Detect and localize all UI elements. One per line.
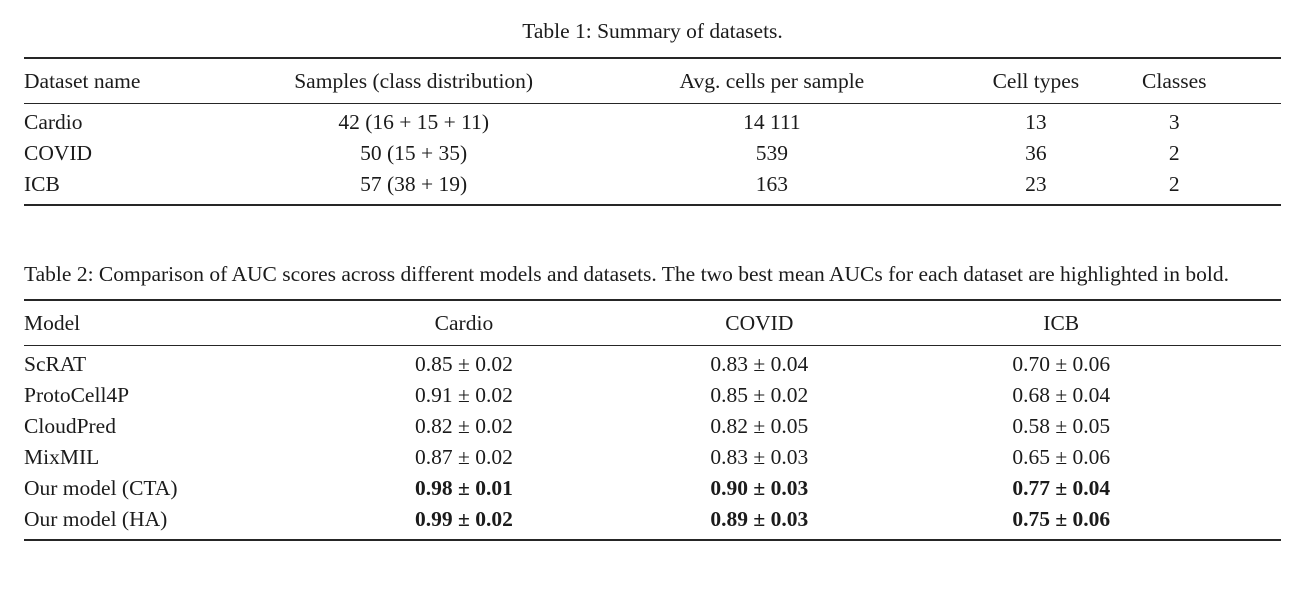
table1-header-avg-cells: Avg. cells per sample xyxy=(679,68,865,93)
table1-header-cell-types: Cell types xyxy=(992,68,1080,93)
cell-cardio-auc: 0.91 ± 0.02 xyxy=(415,383,513,407)
table2-header-cardio: Cardio xyxy=(434,310,494,335)
cell-dataset-name: Cardio xyxy=(24,110,83,134)
cell-icb-auc: 0.77 ± 0.04 xyxy=(1012,476,1111,500)
table-row-our-model-cta: Our model (CTA) 0.98 ± 0.01 0.90 ± 0.03 … xyxy=(24,473,1281,504)
table2-header-row: Model Cardio COVID ICB xyxy=(24,300,1281,346)
cell-avg-cells: 163 xyxy=(755,172,789,196)
paper-page: Table 1: Summary of datasets. Dataset na… xyxy=(0,15,1305,589)
table-row-covid: COVID 50 (15 + 35) 539 36 2 xyxy=(24,138,1281,169)
cell-covid-auc: 0.89 ± 0.03 xyxy=(710,507,809,531)
table1: Dataset name Samples (class distribution… xyxy=(24,57,1281,206)
table2-caption: Table 2: Comparison of AUC scores across… xyxy=(24,262,1229,286)
cell-icb-auc: 0.70 ± 0.06 xyxy=(1012,352,1111,376)
table2-header-icb: ICB xyxy=(1043,310,1080,335)
table1-header-samples: Samples (class distribution) xyxy=(294,68,534,93)
table1-caption: Table 1: Summary of datasets. xyxy=(522,19,783,43)
cell-classes: 2 xyxy=(1168,172,1180,196)
cell-covid-auc: 0.83 ± 0.03 xyxy=(710,445,809,469)
cell-avg-cells: 539 xyxy=(755,141,789,165)
table2-header-covid: COVID xyxy=(725,310,794,335)
cell-dataset-name: COVID xyxy=(24,141,93,165)
table-row-protocell4p: ProtoCell4P 0.91 ± 0.02 0.85 ± 0.02 0.68… xyxy=(24,380,1281,411)
table-row-icb: ICB 57 (38 + 19) 163 23 2 xyxy=(24,169,1281,205)
cell-model: ProtoCell4P xyxy=(24,383,130,407)
cell-cardio-auc: 0.82 ± 0.02 xyxy=(415,414,513,438)
cell-classes: 3 xyxy=(1168,110,1180,134)
table-row-cardio: Cardio 42 (16 + 15 + 11) 14 111 13 3 xyxy=(24,104,1281,139)
cell-covid-auc: 0.85 ± 0.02 xyxy=(710,383,809,407)
cell-avg-cells: 14 111 xyxy=(743,110,801,134)
cell-cell-types: 23 xyxy=(1025,172,1047,196)
cell-icb-auc: 0.58 ± 0.05 xyxy=(1012,414,1111,438)
cell-icb-auc: 0.65 ± 0.06 xyxy=(1012,445,1111,469)
cell-model: Our model (HA) xyxy=(24,507,168,531)
cell-icb-auc: 0.75 ± 0.06 xyxy=(1012,507,1111,531)
cell-model: Our model (CTA) xyxy=(24,476,178,500)
cell-samples: 57 (38 + 19) xyxy=(360,172,468,196)
cell-icb-auc: 0.68 ± 0.04 xyxy=(1012,383,1111,407)
table-row-our-model-ha: Our model (HA) 0.99 ± 0.02 0.89 ± 0.03 0… xyxy=(24,504,1281,540)
cell-samples: 42 (16 + 15 + 11) xyxy=(338,110,489,134)
cell-cell-types: 36 xyxy=(1025,141,1047,165)
cell-cardio-auc: 0.99 ± 0.02 xyxy=(415,507,513,531)
table1-header-row: Dataset name Samples (class distribution… xyxy=(24,58,1281,104)
cell-samples: 50 (15 + 35) xyxy=(360,141,468,165)
table1-header-dataset-name: Dataset name xyxy=(24,68,141,93)
table2-header-model: Model xyxy=(24,310,81,335)
cell-cardio-auc: 0.98 ± 0.01 xyxy=(415,476,513,500)
table-row-cloudpred: CloudPred 0.82 ± 0.02 0.82 ± 0.05 0.58 ±… xyxy=(24,411,1281,442)
cell-cardio-auc: 0.87 ± 0.02 xyxy=(415,445,513,469)
cell-model: ScRAT xyxy=(24,352,87,376)
cell-covid-auc: 0.82 ± 0.05 xyxy=(710,414,809,438)
cell-cell-types: 13 xyxy=(1025,110,1047,134)
cell-model: CloudPred xyxy=(24,414,116,438)
cell-cardio-auc: 0.85 ± 0.02 xyxy=(415,352,513,376)
cell-model: MixMIL xyxy=(24,445,100,469)
table2: Model Cardio COVID ICB ScRAT 0.85 ± 0.02… xyxy=(24,299,1281,541)
table-row-scrat: ScRAT 0.85 ± 0.02 0.83 ± 0.04 0.70 ± 0.0… xyxy=(24,346,1281,381)
cell-classes: 2 xyxy=(1168,141,1180,165)
table-row-mixmil: MixMIL 0.87 ± 0.02 0.83 ± 0.03 0.65 ± 0.… xyxy=(24,442,1281,473)
cell-covid-auc: 0.90 ± 0.03 xyxy=(710,476,809,500)
cell-dataset-name: ICB xyxy=(24,172,60,196)
table1-header-classes: Classes xyxy=(1142,68,1207,93)
cell-covid-auc: 0.83 ± 0.04 xyxy=(710,352,809,376)
